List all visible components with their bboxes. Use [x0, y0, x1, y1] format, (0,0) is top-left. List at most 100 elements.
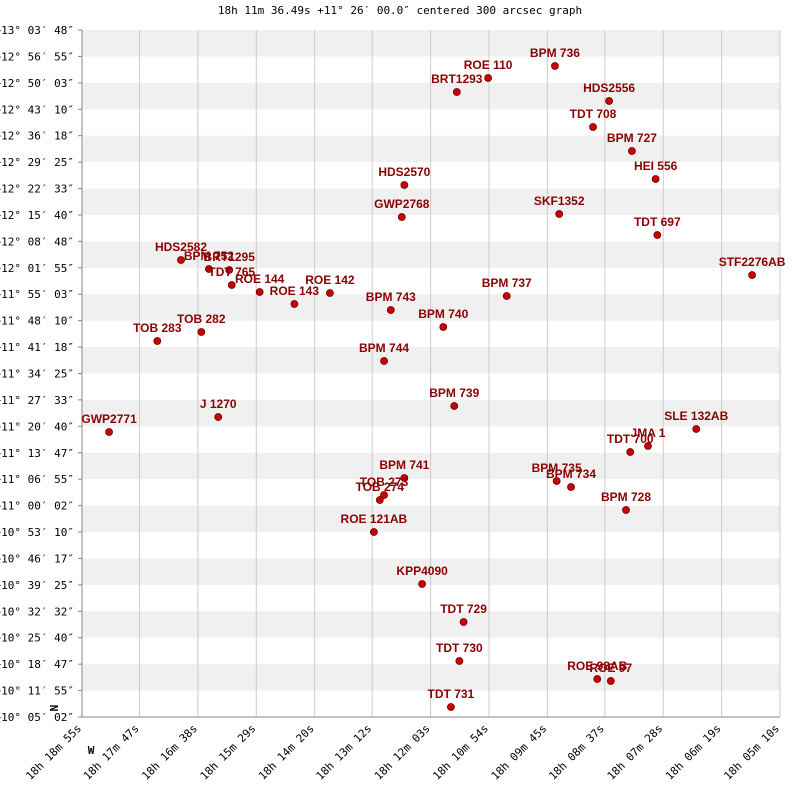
star-label: TDT 731: [428, 687, 475, 701]
y-tick-label: +13° 03′ 48″: [0, 24, 74, 37]
star-label: TOB 283: [133, 321, 182, 335]
star: [225, 266, 234, 274]
star-label: BPM 735: [532, 461, 582, 475]
star: [651, 175, 660, 183]
y-tick-label: +11° 48′ 10″: [0, 315, 74, 328]
star-label: TDT 708: [570, 107, 617, 121]
star: [400, 181, 409, 189]
star: [418, 580, 427, 588]
star-label: ROE 121AB: [341, 512, 408, 526]
star: [567, 483, 575, 491]
star-label: BPM 736: [530, 46, 580, 60]
star-label: TOB 274: [356, 480, 405, 494]
star: [325, 289, 334, 297]
x-tick-label: 18h 14m 20s: [256, 722, 317, 783]
y-tick-label: +10° 11′ 55″: [0, 685, 74, 698]
star: [605, 97, 613, 105]
star-label: BPM 741: [379, 458, 429, 472]
star-label: SLE 132AB: [664, 409, 728, 423]
star-label: ROE 110: [464, 58, 513, 72]
star: [748, 271, 756, 279]
star: [205, 265, 213, 273]
star: [606, 677, 615, 685]
y-tick-label: +12° 43′ 10″: [0, 103, 74, 116]
star: [439, 323, 448, 331]
star-label: BRT1293: [431, 72, 483, 86]
star-label: KPP4090: [396, 564, 448, 578]
x-tick-label: 18h 12m 03s: [372, 722, 433, 783]
x-tick-label: 18h 16m 38s: [139, 722, 200, 783]
y-tick-label: +11° 41′ 18″: [0, 341, 74, 354]
y-tick-label: +12° 15′ 40″: [0, 209, 74, 222]
star: [555, 210, 564, 218]
star-label: JMA 1: [631, 426, 666, 440]
star-label: ROE 144: [235, 272, 285, 286]
star-label: ROE 98AB: [567, 659, 627, 673]
star: [290, 300, 299, 308]
y-tick-label: +12° 01′ 55″: [0, 262, 74, 275]
star: [255, 288, 264, 296]
star-label: TDT 697: [634, 215, 681, 229]
chart-title: 18h 11m 36.49s +11° 26′ 00.0″ centered 3…: [218, 4, 582, 17]
star: [197, 328, 206, 336]
star: [622, 506, 630, 514]
star-label: J 1270: [200, 397, 237, 411]
star-label: TDT 765: [208, 265, 255, 279]
y-tick-label: +10° 25′ 40″: [0, 632, 74, 645]
y-tick-label: +10° 05′ 02″: [0, 711, 74, 724]
star-label: BPM 743: [366, 290, 416, 304]
star: [375, 496, 384, 504]
y-tick-label: +11° 55′ 03″: [0, 288, 74, 301]
star: [397, 213, 406, 221]
star-label: GWP2771: [81, 412, 137, 426]
star: [551, 62, 559, 70]
star-label: BPM 734: [546, 467, 596, 481]
star: [589, 123, 597, 131]
star-label: BPM 737: [482, 276, 532, 290]
star-label: HDS2582: [155, 240, 207, 254]
y-tick-label: +11° 06′ 55″: [0, 473, 74, 486]
y-tick-label: +11° 27′ 33″: [0, 394, 74, 407]
star-label: BRT1295: [204, 250, 256, 264]
star: [644, 442, 652, 450]
star-label: ROE 143: [270, 284, 320, 298]
star: [653, 231, 662, 239]
star-label: GWP2768: [374, 197, 430, 211]
star-label: SKF1352: [534, 194, 585, 208]
compass-north: N: [48, 705, 61, 712]
star: [455, 657, 464, 665]
x-tick-label: 18h 13m 12s: [314, 722, 375, 783]
star: [177, 256, 185, 264]
star: [400, 474, 409, 482]
x-tick-label: 18h 07m 28s: [605, 722, 666, 783]
star-label: BPM 728: [601, 490, 651, 504]
y-tick-label: +11° 13′ 47″: [0, 447, 74, 460]
star: [459, 618, 468, 626]
star-label: HDS2556: [583, 81, 635, 95]
star-label: STF2276AB: [719, 255, 786, 269]
x-tick-label: 18h 08m 37s: [546, 722, 607, 783]
star: [369, 528, 378, 536]
x-tick-label: 18h 10m 54s: [430, 722, 491, 783]
x-tick-label: 18h 06m 19s: [663, 722, 724, 783]
x-tick-label: 18h 18m 55s: [23, 722, 84, 783]
star: [450, 402, 459, 410]
star: [626, 448, 635, 456]
star-label: TOB 282: [177, 312, 226, 326]
star-label: BPM 744: [359, 341, 409, 355]
star-label: BPM 727: [607, 131, 657, 145]
star: [446, 703, 455, 711]
x-tick-label: 18h 09m 45s: [489, 722, 550, 783]
x-tick-label: 18h 05m 10s: [721, 722, 782, 783]
star-label: TDT 700: [607, 432, 654, 446]
star-label: HDS2570: [378, 165, 430, 179]
star: [386, 306, 395, 314]
y-tick-label: +12° 36′ 18″: [0, 130, 74, 143]
y-tick-label: +12° 29′ 25″: [0, 156, 74, 169]
y-tick-label: +11° 20′ 40″: [0, 420, 74, 433]
star: [153, 337, 162, 345]
star: [105, 428, 113, 436]
star-label: BPM 739: [429, 386, 479, 400]
